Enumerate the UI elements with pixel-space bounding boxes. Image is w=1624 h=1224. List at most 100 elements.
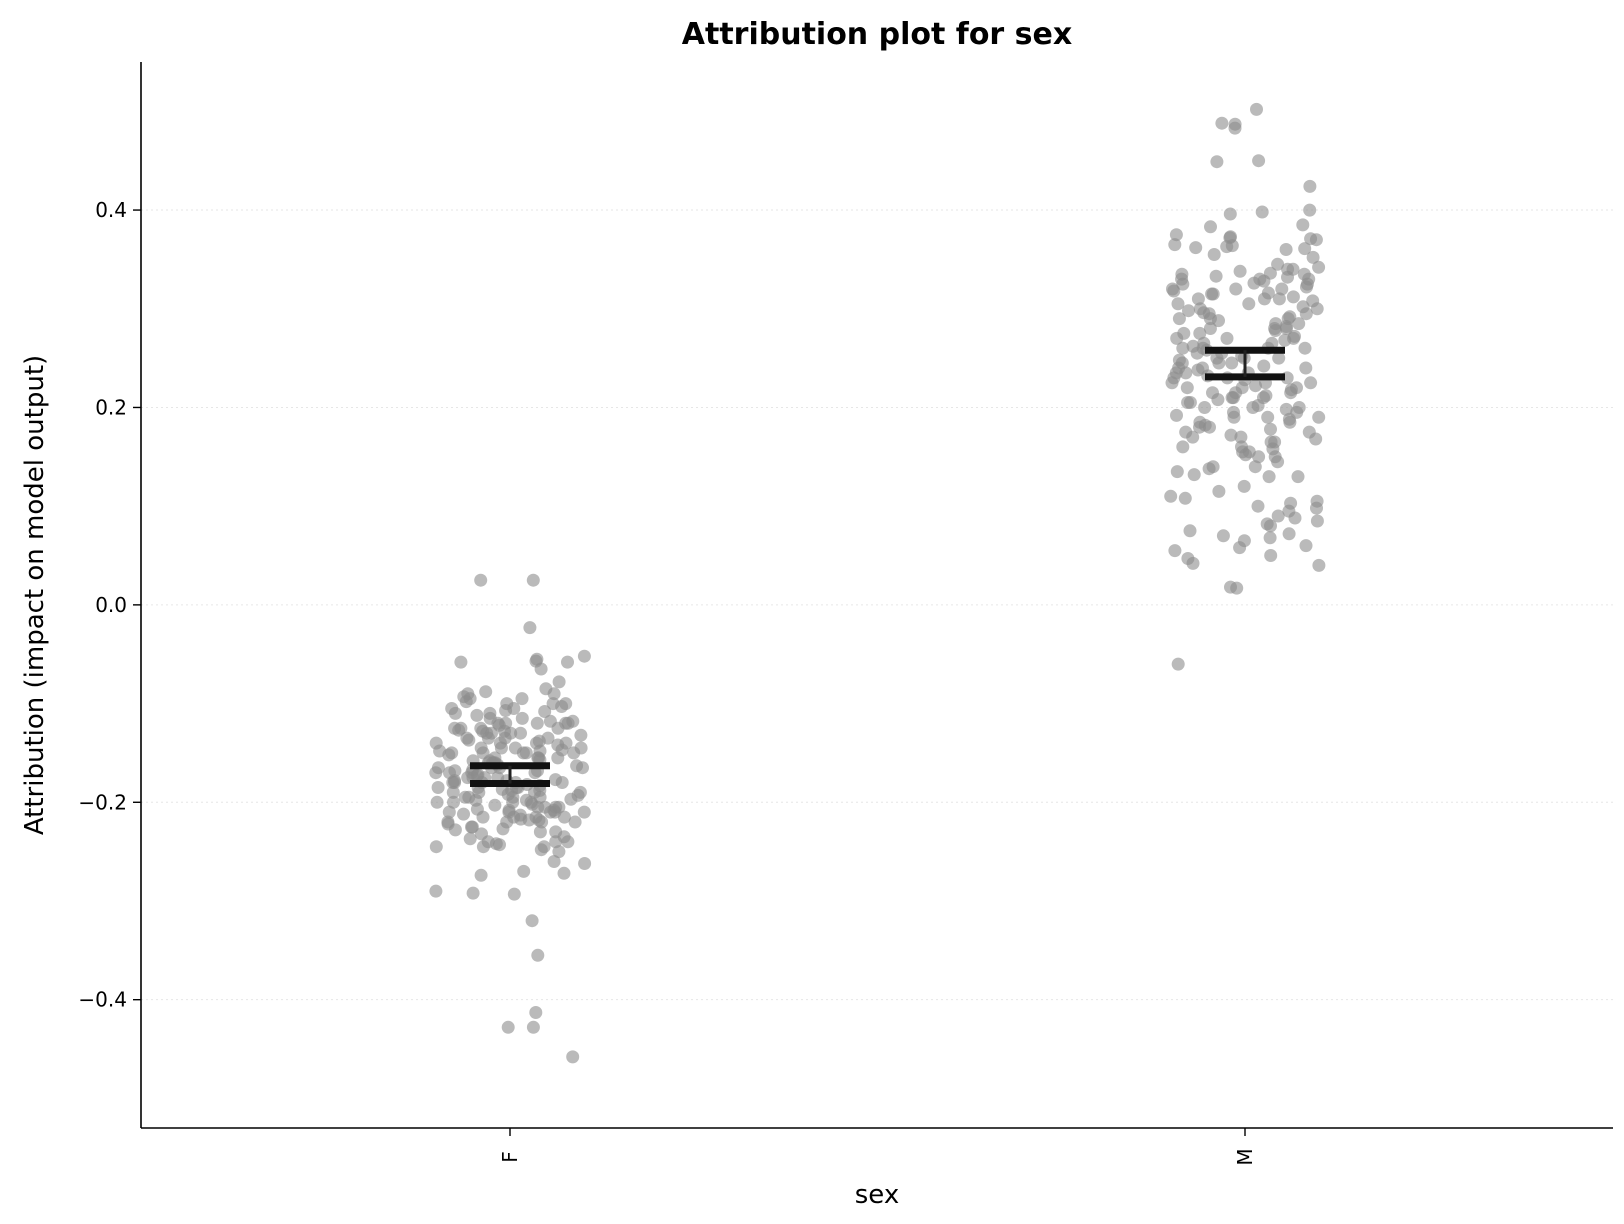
data-point	[1186, 556, 1200, 570]
data-point	[1203, 420, 1216, 434]
chart-title: Attribution plot for sex	[682, 17, 1072, 52]
data-point	[447, 795, 460, 809]
data-point	[1224, 428, 1238, 442]
data-point	[429, 884, 443, 898]
data-point	[1299, 307, 1313, 321]
data-point	[502, 803, 516, 817]
data-point	[479, 685, 493, 699]
data-point	[1202, 462, 1216, 476]
data-point	[1183, 524, 1197, 538]
data-point	[1187, 468, 1201, 482]
data-point	[1291, 470, 1305, 484]
data-point	[474, 721, 488, 735]
data-point	[1236, 445, 1250, 459]
data-point	[1312, 558, 1326, 572]
data-point	[1282, 527, 1296, 541]
data-point	[526, 1020, 540, 1034]
data-point	[561, 655, 574, 669]
data-point	[1261, 410, 1275, 424]
data-point	[1168, 238, 1182, 252]
data-point	[461, 687, 475, 701]
data-point	[466, 886, 480, 900]
data-point	[1193, 326, 1207, 340]
data-point	[1170, 408, 1183, 422]
data-point	[535, 815, 549, 829]
data-point	[1165, 376, 1179, 390]
y-tick-label: 0.2	[95, 395, 127, 419]
data-point	[460, 731, 474, 745]
data-point	[481, 731, 495, 745]
data-point	[523, 621, 537, 635]
data-point	[574, 728, 588, 742]
data-point	[470, 708, 484, 722]
data-point	[1235, 381, 1249, 395]
data-point	[566, 1050, 580, 1064]
data-point	[1234, 430, 1248, 444]
data-point	[533, 825, 547, 839]
data-point	[1168, 544, 1182, 558]
data-point	[515, 692, 529, 706]
data-point	[1296, 218, 1310, 232]
data-point	[574, 741, 588, 755]
data-point	[442, 805, 456, 819]
data-point	[465, 820, 479, 834]
data-point	[1279, 243, 1293, 256]
data-point	[1205, 287, 1219, 301]
data-point	[1303, 179, 1317, 193]
data-point	[446, 785, 460, 799]
data-point	[1204, 220, 1217, 234]
data-point	[1299, 539, 1313, 553]
data-point	[448, 774, 461, 788]
data-point	[517, 864, 531, 878]
data-point	[1215, 116, 1229, 130]
data-point	[1212, 314, 1225, 328]
data-point	[526, 573, 540, 587]
data-point	[1309, 233, 1323, 247]
data-point	[564, 792, 578, 806]
data-point	[488, 798, 502, 812]
data-point	[1230, 581, 1244, 595]
data-point	[1176, 341, 1190, 355]
data-point	[1172, 312, 1186, 326]
y-axis-ticks: −0.4 −0.2 0.0 0.2 0.4	[78, 198, 141, 1012]
data-point	[547, 687, 561, 701]
data-point	[1304, 376, 1318, 390]
data-point	[1171, 657, 1185, 671]
data-point	[1303, 203, 1317, 217]
data-point	[552, 845, 566, 859]
data-point	[1258, 292, 1271, 306]
data-point	[1226, 391, 1240, 405]
data-point	[1179, 366, 1193, 380]
data-point	[1284, 386, 1298, 400]
data-point	[1280, 322, 1293, 335]
data-point	[448, 823, 462, 837]
data-point	[1242, 297, 1256, 311]
gridlines	[141, 209, 1613, 1001]
data-point	[1275, 282, 1289, 296]
data-point	[501, 1020, 515, 1034]
data-point	[1271, 455, 1285, 469]
data-point	[1182, 304, 1195, 318]
data-point	[1250, 102, 1263, 116]
data-point	[552, 675, 566, 689]
data-point	[1247, 276, 1261, 290]
data-point	[543, 714, 557, 728]
data-point	[555, 700, 569, 713]
data-point	[1269, 317, 1283, 331]
data-point	[1237, 479, 1251, 493]
data-point	[1298, 242, 1312, 256]
data-point	[1220, 331, 1234, 345]
y-tick-label: 0.4	[95, 198, 127, 222]
data-point	[429, 766, 443, 780]
y-tick-label: −0.4	[78, 988, 127, 1012]
data-point	[1228, 121, 1242, 135]
data-point	[1306, 250, 1320, 264]
data-point	[1166, 282, 1179, 296]
data-point	[1292, 317, 1306, 331]
y-tick-label: 0.0	[95, 593, 127, 617]
confidence-intervals	[470, 346, 1285, 788]
data-point	[1299, 361, 1313, 375]
data-point	[1203, 322, 1217, 335]
